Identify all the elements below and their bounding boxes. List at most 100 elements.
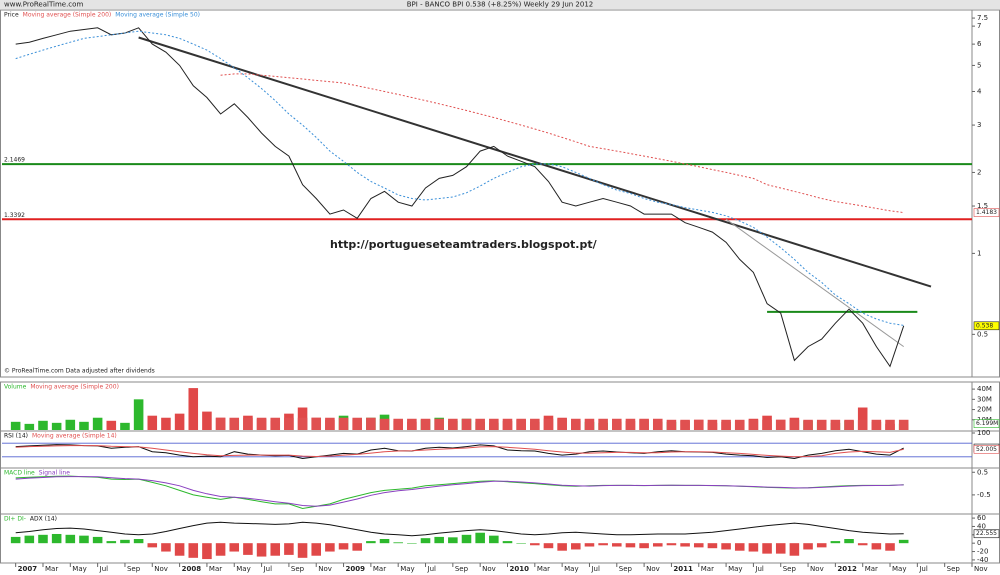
bar <box>680 543 690 547</box>
y-tick-label: 1 <box>977 249 981 257</box>
trendline <box>725 218 904 348</box>
bar <box>803 419 813 430</box>
bar <box>557 418 567 430</box>
bar <box>652 543 663 547</box>
bar <box>65 534 76 544</box>
bar <box>857 543 868 546</box>
bar <box>133 539 144 544</box>
y-tick-label: 100 <box>977 429 990 437</box>
x-tick-label: Nov <box>318 565 332 573</box>
bar <box>489 535 499 544</box>
y-tick-label: 60 <box>977 514 986 522</box>
legend-entry: DI+ DI- <box>4 516 26 523</box>
bar <box>680 419 690 430</box>
y-tick-label: 3 <box>977 121 981 129</box>
bar <box>297 417 308 430</box>
bar <box>161 543 171 552</box>
x-tick-label: Mar <box>537 565 550 573</box>
bar <box>871 419 882 430</box>
value-label-box <box>973 419 1000 428</box>
y-tick-label: 2 <box>977 168 981 176</box>
bar <box>721 419 731 430</box>
level-label: 1.3392 <box>4 212 25 219</box>
bar <box>379 418 390 430</box>
x-tick-label: May <box>400 565 414 573</box>
bar <box>516 543 526 544</box>
bar <box>161 417 171 430</box>
bar <box>420 538 431 544</box>
bar <box>24 535 35 544</box>
legend-entry: RSI (14) <box>4 433 28 440</box>
bar <box>325 543 335 552</box>
bar <box>338 417 349 430</box>
bar <box>639 543 649 549</box>
bar <box>352 417 362 430</box>
legend-entry: Moving average (Simple 200) <box>23 12 112 19</box>
bar <box>612 543 622 547</box>
bar <box>434 536 444 544</box>
bar <box>338 543 349 550</box>
series-line <box>220 73 904 214</box>
bar <box>51 422 62 430</box>
y-tick-label: 30M <box>977 395 992 403</box>
bar <box>256 417 267 430</box>
bar <box>816 543 827 548</box>
legend-entry: Moving average (Simple 50) <box>115 12 200 19</box>
bar <box>24 423 35 430</box>
legend-entry: Signal line <box>39 470 70 477</box>
value-label: 1.4183 <box>976 209 997 216</box>
bar <box>10 536 21 544</box>
bar <box>830 541 841 544</box>
bar <box>693 419 704 430</box>
bar <box>693 543 704 548</box>
bar <box>530 543 540 546</box>
bar <box>475 418 485 430</box>
y-tick-label: 0.5 <box>977 330 988 338</box>
x-tick-label: May <box>236 565 250 573</box>
bar <box>612 418 622 430</box>
bar <box>65 419 76 430</box>
bar <box>92 417 103 430</box>
legend-entry: ADX (14) <box>30 516 57 523</box>
bar <box>707 543 718 549</box>
x-tick-label: May <box>72 565 86 573</box>
legend-entry: Moving average (Simple 14) <box>32 433 117 440</box>
series-line <box>15 27 905 368</box>
bar <box>106 420 117 430</box>
bar <box>857 419 868 430</box>
value-label: 0.538 <box>976 322 993 329</box>
bar <box>79 421 89 430</box>
bar <box>830 419 841 430</box>
trendline <box>138 36 932 288</box>
x-tick-label: Sep <box>455 565 469 573</box>
value-label: 6.199M <box>976 420 998 427</box>
bar <box>10 421 21 430</box>
bar <box>393 542 403 544</box>
x-tick-label: 2007 <box>18 565 38 573</box>
x-tick-label: 2011 <box>673 565 693 573</box>
value-label: 52.005 <box>976 446 997 453</box>
bar <box>243 417 253 430</box>
bar <box>461 534 472 544</box>
series-line <box>15 476 904 507</box>
value-label-box <box>973 445 1000 454</box>
bar <box>448 537 458 544</box>
bar <box>311 543 322 556</box>
x-tick-label: Sep <box>127 565 141 573</box>
bar <box>366 541 376 544</box>
bar <box>243 543 253 555</box>
y-tick-label: 20M <box>977 406 992 414</box>
bar <box>311 417 322 430</box>
bar <box>489 418 499 430</box>
x-tick-label: Sep <box>291 565 305 573</box>
bar <box>639 418 649 430</box>
x-tick-label: Nov <box>974 565 988 573</box>
bar <box>51 533 62 544</box>
bar <box>885 419 895 430</box>
x-tick-label: 2010 <box>509 565 529 573</box>
bar <box>543 543 554 549</box>
y-tick-label: 1.5 <box>977 202 988 210</box>
x-tick-label: May <box>728 565 742 573</box>
bar <box>325 417 335 430</box>
